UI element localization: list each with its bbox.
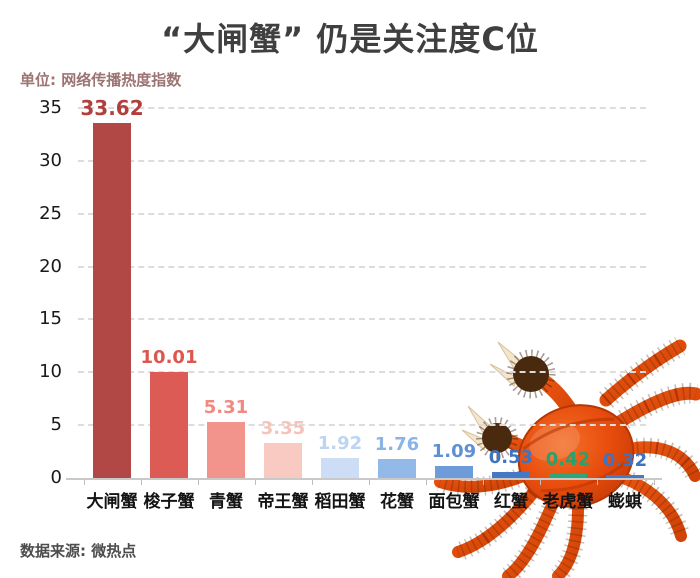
xtick-mark bbox=[311, 480, 313, 485]
unit-label: 单位: 网络传播热度指数 bbox=[20, 71, 182, 89]
bar-大闸蟹 bbox=[93, 122, 131, 478]
bar-value-label: 1.76 bbox=[374, 434, 420, 456]
xtick-mark bbox=[140, 480, 142, 485]
bar-value-label: 1.09 bbox=[431, 441, 477, 463]
bar-花蟹 bbox=[378, 459, 416, 478]
bar-红蟹 bbox=[492, 472, 530, 478]
crab-leg-hair bbox=[436, 336, 700, 578]
bar-老虎蟹 bbox=[549, 473, 587, 478]
category-label-大闸蟹: 大闸蟹 bbox=[86, 492, 138, 512]
xtick-mark bbox=[197, 480, 199, 485]
chart-title: “大闸蟹” 仍是关注度C位 bbox=[161, 20, 539, 58]
gridline-y15 bbox=[78, 318, 646, 321]
bar-value-label: 0.53 bbox=[488, 447, 534, 469]
ytick-label-20: 20 bbox=[39, 255, 62, 277]
category-label-面包蟹: 面包蟹 bbox=[428, 492, 480, 512]
xtick-mark bbox=[368, 480, 370, 485]
bar-面包蟹 bbox=[435, 466, 473, 478]
bar-梭子蟹 bbox=[150, 372, 188, 478]
bar-蟛蜞 bbox=[606, 474, 644, 478]
gridline-y5 bbox=[78, 424, 646, 427]
bar-帝王蟹 bbox=[264, 442, 302, 478]
xtick-mark bbox=[425, 480, 427, 485]
category-label-青蟹: 青蟹 bbox=[209, 492, 243, 512]
category-label-花蟹: 花蟹 bbox=[380, 492, 414, 512]
crab-legs bbox=[434, 339, 700, 578]
bar-value-label: 0.42 bbox=[545, 448, 591, 470]
xtick-mark bbox=[83, 480, 85, 485]
category-label-红蟹: 红蟹 bbox=[494, 492, 528, 512]
category-label-蟛蜞: 蟛蜞 bbox=[608, 492, 642, 512]
ytick-label-25: 25 bbox=[39, 202, 62, 224]
bar-value-label: 0.32 bbox=[602, 449, 648, 471]
x-axis-line bbox=[66, 478, 662, 480]
gridline-y35 bbox=[78, 107, 646, 109]
bar-value-label: 1.92 bbox=[317, 432, 363, 454]
bar-value-label: 10.01 bbox=[140, 347, 198, 369]
source-label: 数据来源: 微热点 bbox=[20, 542, 137, 560]
gridline-y20 bbox=[78, 265, 646, 268]
ytick-label-10: 10 bbox=[39, 361, 62, 383]
ytick-label-0: 0 bbox=[50, 467, 62, 488]
ytick-label-5: 5 bbox=[50, 414, 62, 436]
ytick-label-30: 30 bbox=[39, 149, 62, 171]
category-label-帝王蟹: 帝王蟹 bbox=[257, 492, 309, 512]
xtick-mark bbox=[482, 480, 484, 485]
xtick-mark bbox=[653, 480, 655, 485]
category-label-梭子蟹: 梭子蟹 bbox=[143, 492, 195, 512]
xtick-mark bbox=[254, 480, 256, 485]
gridline-y30 bbox=[78, 159, 646, 162]
bar-青蟹 bbox=[207, 421, 245, 478]
xtick-mark bbox=[596, 480, 598, 485]
gridline-y25 bbox=[78, 212, 646, 215]
category-label-老虎蟹: 老虎蟹 bbox=[542, 492, 594, 512]
bar-value-label: 3.35 bbox=[260, 417, 306, 439]
bar-value-label: 5.31 bbox=[203, 396, 249, 418]
crab-image bbox=[434, 336, 700, 578]
bar-稻田蟹 bbox=[321, 457, 359, 478]
ytick-label-35: 35 bbox=[39, 97, 62, 118]
category-label-稻田蟹: 稻田蟹 bbox=[314, 492, 366, 512]
ytick-label-15: 15 bbox=[39, 308, 62, 330]
bar-value-label: 33.62 bbox=[80, 95, 144, 120]
xtick-mark bbox=[539, 480, 541, 485]
crab-mittens bbox=[476, 349, 556, 459]
gridline-y10 bbox=[78, 371, 646, 374]
